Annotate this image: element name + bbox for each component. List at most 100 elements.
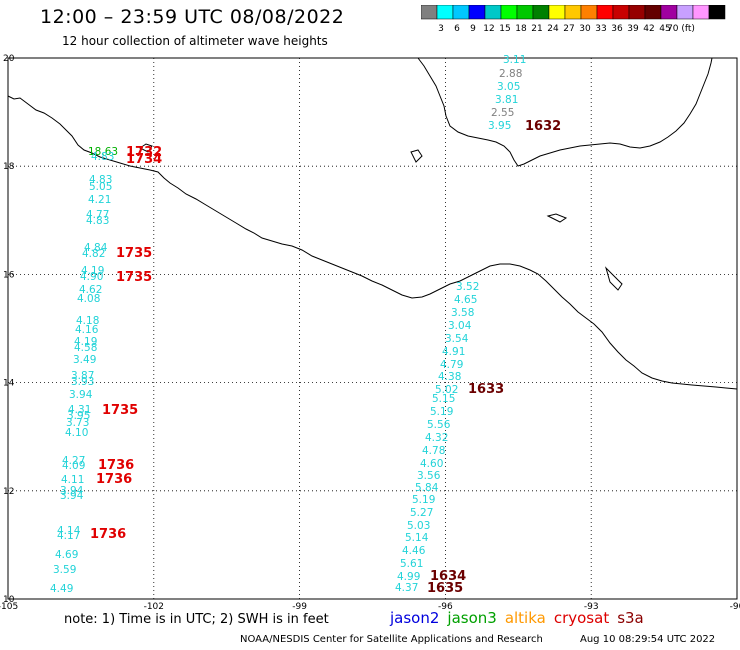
wave-height-value: 4.83 (91, 151, 114, 163)
wave-height-value: 2.88 (499, 68, 522, 80)
pass-time-label: 1736 (96, 472, 132, 487)
generation-timestamp: Aug 10 08:29:54 UTC 2022 (580, 634, 716, 645)
legend-s3a: s3a (617, 609, 644, 627)
coastline (7, 57, 738, 390)
wave-height-value: 4.77 (86, 209, 109, 221)
lat-tick-label: 14 (3, 379, 15, 389)
wave-height-value: 5.05 (89, 181, 112, 193)
lon-tick-label: -102 (144, 602, 164, 610)
wave-height-value: 3.95 (488, 120, 511, 132)
wave-height-value: 3.05 (497, 81, 520, 93)
wave-height-value: 4.65 (454, 294, 477, 306)
wave-height-value: 5.84 (415, 482, 439, 494)
wave-height-map: 3.112.883.053.812.553.9518.634.834.835.0… (0, 54, 740, 610)
colorbar-label: 30 (579, 24, 591, 34)
wave-height-value: 5.61 (400, 558, 423, 570)
map-title: 12:00 – 23:59 UTC 08/08/2022 (40, 6, 345, 28)
wave-height-value: 5.19 (430, 406, 453, 418)
wave-height-value: 4.69 (55, 549, 78, 561)
wave-height-value: 18.63 (88, 146, 118, 158)
wave-height-value: 4.09 (62, 460, 85, 472)
wave-height-value: 4.91 (442, 346, 465, 358)
pass-time-label: 1632 (525, 119, 561, 134)
wave-height-value: 3.04 (448, 320, 472, 332)
pass-time-label: 1735 (102, 403, 138, 418)
axis-tick-labels: -105 -102 -99 -96 -93 -90 20 18 16 14 12 10 (0, 54, 740, 610)
wave-height-value: 5.15 (432, 393, 455, 405)
colorbar-label: 33 (595, 24, 606, 34)
colorbar-label: 70 (ft) (667, 24, 695, 34)
colorbar-label: 45 (659, 24, 670, 34)
wave-height-value: 3.58 (451, 307, 474, 319)
wave-height-value: 5.19 (412, 494, 435, 506)
colorbar-label: 24 (547, 24, 559, 34)
pass-time-label: 1734 (126, 152, 162, 167)
wave-height-value: 3.54 (445, 333, 469, 345)
wave-height-value: 5.02 (435, 384, 458, 396)
colorbar-label: 39 (627, 24, 639, 34)
wave-height-value: 4.18 (76, 315, 99, 327)
wave-height-value: 5.27 (410, 507, 433, 519)
lon-tick-label: -90 (730, 602, 740, 610)
wave-height-value: 4.78 (422, 445, 445, 457)
wave-height-value: 3.93 (71, 376, 94, 388)
wave-height-value: 5.14 (405, 532, 429, 544)
wave-height-value: 5.03 (407, 520, 430, 532)
colorbar-label: 27 (563, 24, 574, 34)
pass-time-label: 1735 (116, 270, 152, 285)
wave-height-value: 4.17 (57, 530, 80, 542)
lon-tick-label: -93 (584, 602, 599, 610)
wave-height-value: 4.19 (81, 265, 104, 277)
pass-time-label: 1735 (116, 246, 152, 261)
wave-height-value: 3.94 (69, 389, 93, 401)
wave-height-value: 4.08 (77, 293, 100, 305)
map-subtitle: 12 hour collection of altimeter wave hei… (62, 34, 328, 48)
colorbar-label: 15 (499, 24, 510, 34)
wave-height-value: 4.83 (89, 174, 112, 186)
yucatan-gulf-coastline (417, 57, 713, 167)
pass-time-label: 1635 (427, 581, 463, 596)
wave-height-value: 3.81 (495, 94, 518, 106)
lat-tick-label: 12 (3, 487, 14, 497)
wave-height-value: 3.52 (456, 281, 479, 293)
colorbar-label: 21 (531, 24, 542, 34)
wave-height-value: 4.82 (82, 248, 105, 260)
wave-height-value: 3.59 (53, 564, 76, 576)
wave-height-value: 4.27 (62, 455, 85, 467)
colorbar-label: 9 (470, 24, 476, 34)
wave-height-value: 4.83 (86, 215, 109, 227)
wave-height-value: 4.99 (397, 571, 420, 583)
pass-time-label: 1633 (468, 382, 504, 397)
wave-height-value: 4.31 (68, 404, 91, 416)
wave-height-value: 4.38 (438, 371, 461, 383)
island-tres-marias (139, 143, 153, 153)
wave-height-value: 4.79 (440, 359, 463, 371)
colorbar-swatch (708, 5, 726, 20)
lat-tick-label: 16 (3, 270, 15, 280)
colorbar-label: 36 (611, 24, 623, 34)
wave-height-value: 4.84 (84, 242, 108, 254)
wave-height-value: 3.73 (66, 417, 89, 429)
colorbar-label: 3 (438, 24, 444, 34)
wave-height-value: 5.56 (427, 419, 451, 431)
wave-height-value: 3.49 (73, 354, 96, 366)
credit-line: NOAA/NESDIS Center for Satellite Applica… (240, 634, 543, 645)
lat-tick-label: 20 (3, 54, 15, 64)
lat-tick-label: 10 (3, 595, 15, 605)
wave-height-value: 4.14 (57, 525, 81, 537)
wave-height-value: 4.58 (74, 342, 97, 354)
lon-tick-label: -105 (0, 602, 18, 610)
wave-height-value: 4.16 (75, 324, 99, 336)
legend-cryosat: cryosat (553, 609, 610, 627)
wave-height-value: 4.49 (50, 583, 73, 595)
pass-time-labels: 1632173217341735173517351736173617361633… (90, 119, 561, 596)
wave-height-value: 3.11 (503, 54, 526, 66)
wave-height-value: 3.94 (60, 485, 84, 497)
units-note: note: 1) Time is in UTC; 2) SWH is in fe… (64, 612, 329, 627)
pass-time-label: 1736 (90, 527, 126, 542)
wave-height-value: 3.94 (60, 490, 84, 502)
colorbar-label: 18 (515, 24, 527, 34)
colorbar-label: 6 (454, 24, 460, 34)
wave-height-value: 3.95 (67, 410, 90, 422)
wave-height-observations: 3.112.883.053.812.553.9518.634.834.835.0… (50, 54, 526, 595)
